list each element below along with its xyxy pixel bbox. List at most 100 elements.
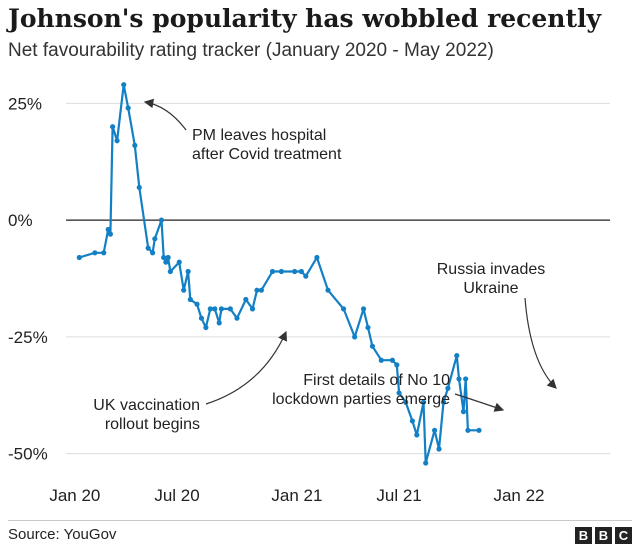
annotation-line: Ukraine bbox=[463, 280, 518, 297]
chart-title: Johnson's popularity has wobbled recentl… bbox=[8, 4, 602, 33]
data-point bbox=[132, 142, 138, 148]
data-point bbox=[409, 418, 415, 424]
data-point bbox=[121, 82, 127, 88]
data-point bbox=[258, 287, 264, 293]
data-point bbox=[165, 254, 171, 261]
bbc-logo: B B C bbox=[575, 527, 632, 544]
data-point bbox=[378, 357, 384, 363]
y-tick-label: -50% bbox=[8, 445, 48, 464]
data-point bbox=[92, 250, 98, 256]
data-point bbox=[314, 254, 320, 261]
data-point bbox=[163, 259, 169, 265]
footer-divider bbox=[8, 520, 632, 521]
data-point bbox=[216, 320, 222, 326]
annotation-line: lockdown parties emerge bbox=[272, 391, 450, 408]
y-tick-label: 0% bbox=[8, 211, 33, 230]
bbc-logo-letter: B bbox=[595, 527, 612, 544]
annotation-label: UK vaccination rollout begins bbox=[93, 397, 200, 433]
data-point bbox=[203, 324, 209, 331]
data-point bbox=[456, 376, 462, 382]
data-point bbox=[360, 306, 367, 312]
data-point bbox=[298, 268, 304, 275]
data-point bbox=[460, 409, 467, 415]
annotation-label: PM leaves hospital after Covid treatment bbox=[192, 127, 342, 163]
data-point bbox=[114, 138, 120, 144]
data-point bbox=[396, 390, 402, 396]
data-point bbox=[254, 287, 260, 293]
x-tick-label: Jul 20 bbox=[154, 486, 199, 505]
data-point bbox=[110, 124, 116, 130]
data-point bbox=[185, 268, 191, 275]
annotation-line: rollout begins bbox=[105, 416, 200, 433]
annotation-line: First details of No 10 bbox=[303, 372, 450, 389]
data-point bbox=[161, 254, 167, 261]
data-point bbox=[198, 315, 205, 321]
data-point bbox=[243, 296, 249, 303]
data-point bbox=[278, 268, 284, 275]
data-point bbox=[105, 226, 111, 233]
data-point bbox=[249, 306, 256, 312]
data-point bbox=[136, 184, 142, 191]
data-point bbox=[445, 385, 451, 391]
data-point bbox=[414, 432, 420, 438]
data-point bbox=[158, 217, 165, 223]
data-point bbox=[292, 268, 298, 275]
data-point bbox=[365, 324, 371, 331]
data-point bbox=[465, 427, 471, 433]
data-point bbox=[303, 273, 309, 279]
data-point bbox=[181, 287, 187, 293]
data-point bbox=[454, 352, 460, 359]
data-point bbox=[403, 399, 409, 405]
data-point bbox=[369, 343, 376, 349]
data-point bbox=[167, 268, 173, 275]
annotation-arrow bbox=[205, 330, 287, 405]
annotation-arrow bbox=[454, 393, 505, 412]
chart-subtitle: Net favourability rating tracker (Januar… bbox=[8, 40, 494, 61]
data-point bbox=[152, 236, 158, 242]
annotation-arrow bbox=[143, 98, 187, 131]
data-point bbox=[463, 376, 469, 382]
data-point bbox=[423, 460, 429, 466]
data-point bbox=[176, 259, 182, 265]
y-tick-label: 25% bbox=[8, 94, 42, 113]
data-point bbox=[149, 250, 156, 256]
annotation-line: Russia invades bbox=[437, 261, 546, 278]
data-point bbox=[431, 427, 438, 433]
annotation-label: Russia invades Ukraine bbox=[437, 261, 546, 297]
bbc-logo-letter: C bbox=[615, 527, 632, 544]
annotation-line: after Covid treatment bbox=[192, 146, 342, 163]
data-point bbox=[212, 306, 218, 312]
x-tick-label: Jan 20 bbox=[49, 486, 100, 505]
data-point bbox=[389, 357, 395, 363]
bbc-logo-letter: B bbox=[575, 527, 592, 544]
data-point bbox=[187, 296, 193, 303]
data-point bbox=[436, 446, 442, 452]
data-point bbox=[101, 250, 107, 256]
data-point bbox=[476, 427, 482, 433]
annotation-line: PM leaves hospital bbox=[192, 127, 326, 144]
line-chart: PM leaves hospital after Covid treatment U… bbox=[8, 82, 610, 505]
x-tick-label: Jul 21 bbox=[376, 486, 421, 505]
data-point bbox=[420, 399, 427, 405]
source-note: Source: YouGov bbox=[8, 526, 117, 543]
annotation-arrow bbox=[524, 297, 557, 389]
data-point bbox=[269, 268, 276, 275]
data-point bbox=[394, 362, 400, 368]
data-point bbox=[107, 231, 114, 237]
data-point bbox=[194, 301, 200, 307]
data-point bbox=[76, 254, 82, 261]
data-point bbox=[340, 306, 347, 312]
y-tick-label: -25% bbox=[8, 328, 48, 347]
data-point bbox=[207, 306, 213, 312]
data-point bbox=[325, 287, 331, 293]
data-point bbox=[145, 245, 151, 251]
data-point bbox=[125, 105, 131, 111]
data-point bbox=[352, 334, 358, 340]
x-tick-label: Jan 22 bbox=[493, 486, 544, 505]
x-tick-label: Jan 21 bbox=[271, 486, 322, 505]
data-point bbox=[234, 315, 240, 321]
data-point bbox=[440, 399, 447, 405]
annotation-label: First details of No 10 lockdown parties e… bbox=[272, 372, 450, 408]
annotation-line: UK vaccination bbox=[93, 397, 200, 414]
data-point bbox=[227, 306, 233, 312]
